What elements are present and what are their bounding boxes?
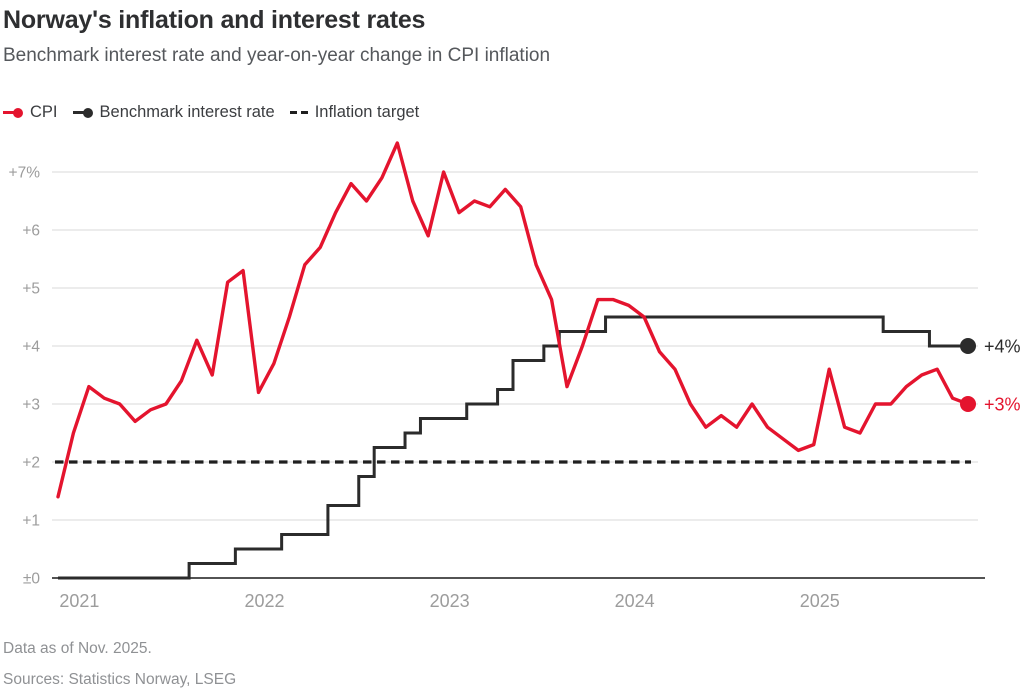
y-tick-label: +2 xyxy=(22,455,40,472)
end-value-label: +4% xyxy=(984,337,1021,357)
y-tick-label: +1 xyxy=(22,513,40,530)
legend-label-cpi: CPI xyxy=(30,103,58,121)
x-tick-label: 2021 xyxy=(59,591,99,611)
page-title: Norway's inflation and interest rates xyxy=(3,6,426,34)
x-tick-label: 2024 xyxy=(615,591,655,611)
chart-legend: CPI Benchmark interest rate Inflation ta… xyxy=(3,103,419,122)
legend-item-cpi: CPI xyxy=(3,103,58,122)
end-value-label: +3% xyxy=(984,395,1021,415)
benchmark-rate-line xyxy=(58,315,968,580)
y-tick-label: +7% xyxy=(9,165,41,182)
legend-item-benchmark-rate: Benchmark interest rate xyxy=(72,103,275,122)
x-tick-label: 2022 xyxy=(244,591,284,611)
data-note: Data as of Nov. 2025. xyxy=(3,640,152,657)
legend-label-benchmark-rate: Benchmark interest rate xyxy=(99,103,275,121)
cpi-end-dot xyxy=(960,396,976,412)
y-tick-label: ±0 xyxy=(23,571,41,588)
cpi-line-dot-icon xyxy=(3,107,23,118)
chart-subtitle: Benchmark interest rate and year-on-year… xyxy=(3,45,551,66)
sources-note: Sources: Statistics Norway, LSEG xyxy=(3,671,237,688)
y-tick-label: +4 xyxy=(22,339,40,356)
y-tick-label: +3 xyxy=(22,397,40,414)
dashed-line-icon xyxy=(289,110,308,115)
y-tick-label: +6 xyxy=(22,223,40,240)
cpi-line xyxy=(56,141,970,499)
y-tick-label: +5 xyxy=(22,281,40,298)
benchmark-end-dot xyxy=(960,338,976,354)
x-tick-label: 2023 xyxy=(430,591,470,611)
legend-label-inflation-target: Inflation target xyxy=(314,103,420,121)
legend-item-inflation-target: Inflation target xyxy=(289,103,420,122)
x-tick-label: 2025 xyxy=(800,591,840,611)
benchmark-line-dot-icon xyxy=(72,107,93,118)
